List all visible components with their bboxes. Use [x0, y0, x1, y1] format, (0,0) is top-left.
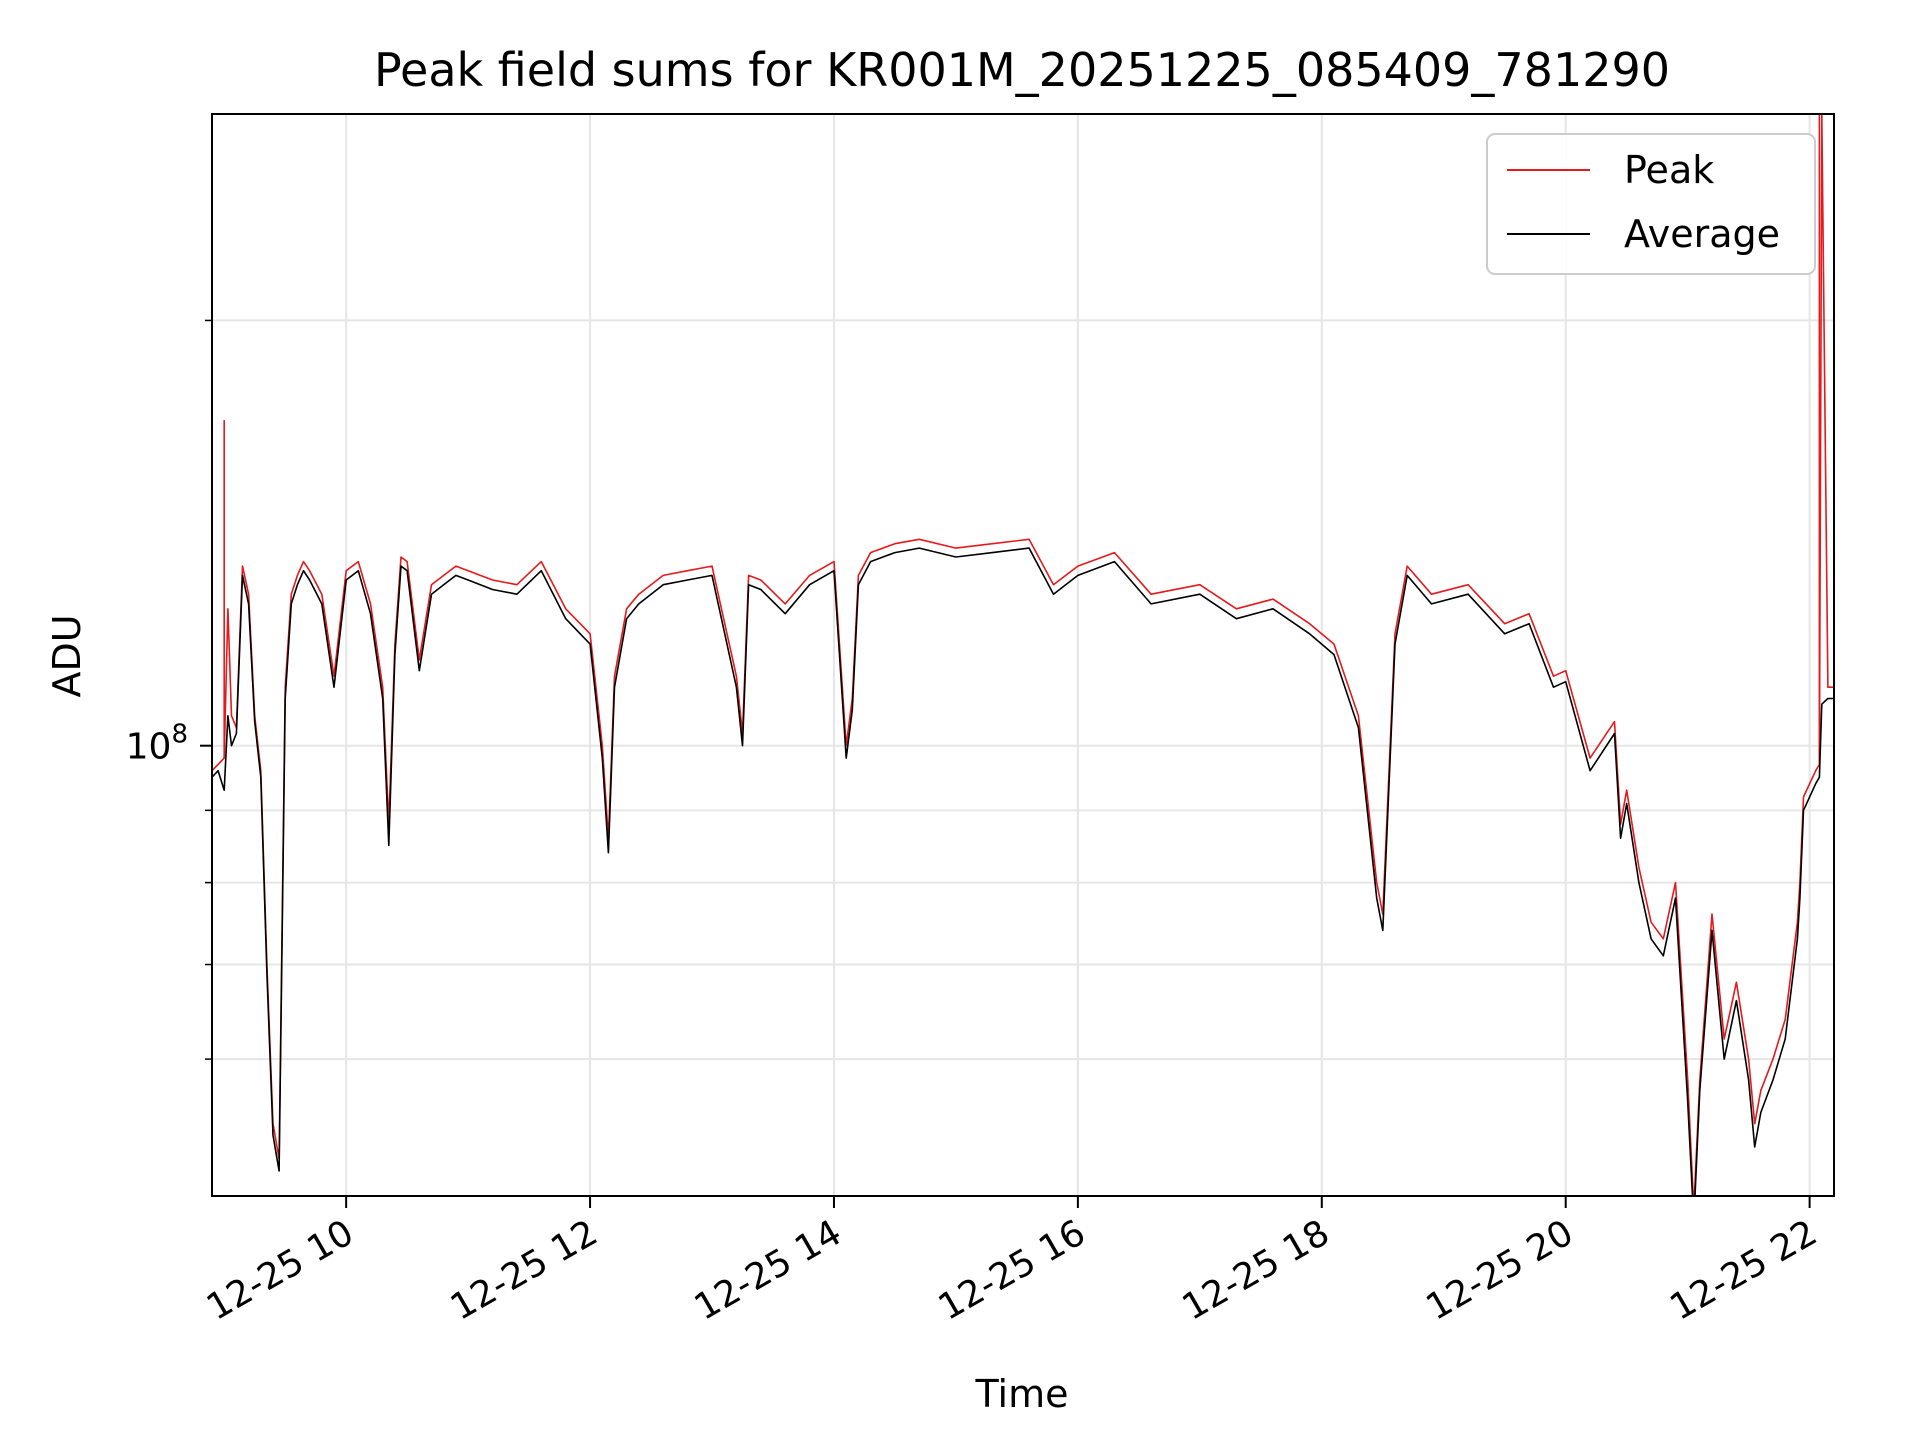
y-tick-label: 108: [126, 720, 188, 768]
plot-frame: [211, 113, 1835, 1197]
x-axis-label: Time: [975, 1372, 1069, 1416]
chart-title: Peak field sums for KR001M_20251225_0854…: [374, 43, 1670, 97]
grid: [212, 114, 1834, 1196]
legend-label-average: Average: [1624, 212, 1780, 256]
y-axis: 108: [126, 319, 212, 1060]
series-layer: [212, 114, 1834, 1196]
y-axis-label: ADU: [45, 614, 89, 697]
legend: Peak Average: [1486, 133, 1816, 275]
series-line-average: [212, 547, 1834, 1196]
legend-label-peak: Peak: [1624, 148, 1714, 192]
